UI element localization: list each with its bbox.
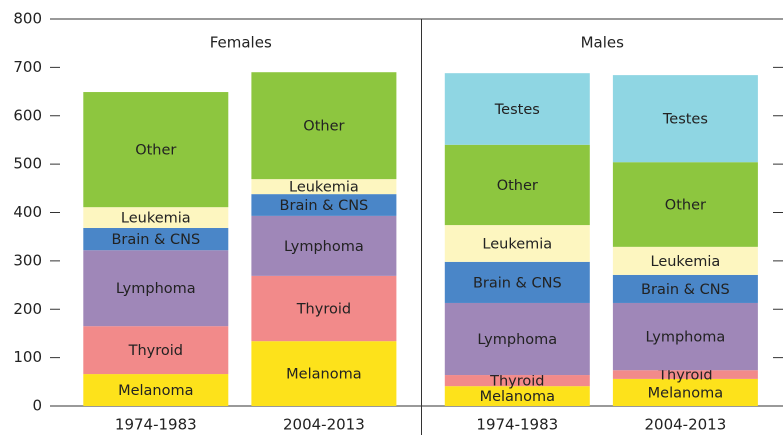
segment-label: Testes: [494, 102, 540, 118]
segment-label: Testes: [662, 112, 708, 128]
bar-segment: [612, 246, 758, 275]
segment-label: Lymphoma: [477, 332, 557, 348]
x-tick-label: 1974-1983: [476, 416, 558, 434]
bar-segment: [612, 75, 758, 163]
bar-segment: [444, 375, 590, 387]
x-tick-label: 2004-2013: [283, 416, 365, 434]
segment-label: Leukemia: [121, 211, 191, 227]
x-tick-label: 2004-2013: [645, 416, 727, 434]
bar-segment: [251, 275, 397, 342]
bar-segment: [83, 207, 229, 228]
segment-label: Brain & CNS: [641, 282, 730, 298]
segment-label: Melanoma: [648, 385, 723, 401]
y-tick-label: 400: [13, 203, 42, 221]
bar-segment: [612, 370, 758, 379]
bar-segment: [251, 72, 397, 180]
bar-segment: [444, 144, 590, 226]
bar-segment: [251, 179, 397, 195]
bar-segment: [612, 274, 758, 303]
segment-label: Brain & CNS: [280, 198, 369, 214]
bar-segment: [612, 302, 758, 371]
bar-segment: [612, 378, 758, 406]
bar-segment: [444, 302, 590, 376]
bar-segment: [251, 194, 397, 216]
bar-segment: [612, 162, 758, 247]
bar-segment: [251, 341, 397, 406]
bar-segment: [83, 227, 229, 251]
segment-label: Thyroid: [296, 302, 351, 318]
bar-segment: [444, 261, 590, 303]
panel-title: Males: [581, 34, 625, 52]
segment-label: Leukemia: [482, 236, 552, 252]
segment-label: Melanoma: [286, 367, 361, 383]
y-tick-label: 500: [13, 155, 42, 173]
segment-label: Lymphoma: [646, 330, 726, 346]
segment-label: Leukemia: [651, 254, 721, 270]
segment-label: Leukemia: [289, 180, 359, 196]
y-tick-label: 600: [13, 106, 42, 124]
segment-label: Other: [135, 143, 176, 159]
panel-title: Females: [210, 34, 272, 52]
segment-label: Other: [497, 178, 538, 194]
bar-segment: [83, 250, 229, 327]
segment-label: Thyroid: [657, 368, 712, 384]
bar-segment: [444, 73, 590, 145]
y-tick-label: 100: [13, 348, 42, 366]
y-tick-label: 0: [32, 397, 42, 415]
bar-segment: [444, 225, 590, 262]
bar-segment: [251, 215, 397, 276]
segment-label: Brain & CNS: [473, 275, 562, 291]
segment-label: Brain & CNS: [111, 232, 200, 248]
segment-label: Melanoma: [118, 383, 193, 399]
segment-label: Thyroid: [489, 374, 544, 390]
segment-label: Other: [665, 198, 706, 214]
y-tick-label: 300: [13, 251, 42, 269]
segment-label: Thyroid: [128, 343, 183, 359]
y-tick-label: 200: [13, 300, 42, 318]
bar-segment: [83, 326, 229, 375]
bar-segment: [83, 374, 229, 406]
segment-label: Lymphoma: [116, 281, 196, 297]
segment-label: Lymphoma: [284, 239, 364, 255]
y-tick-label: 800: [13, 10, 42, 28]
x-tick-label: 1974-1983: [115, 416, 197, 434]
segment-label: Other: [303, 119, 344, 135]
segment-label: Melanoma: [480, 389, 555, 405]
bar-segment: [83, 92, 229, 208]
y-tick-label: 700: [13, 58, 42, 76]
bar-segment: [444, 386, 590, 406]
